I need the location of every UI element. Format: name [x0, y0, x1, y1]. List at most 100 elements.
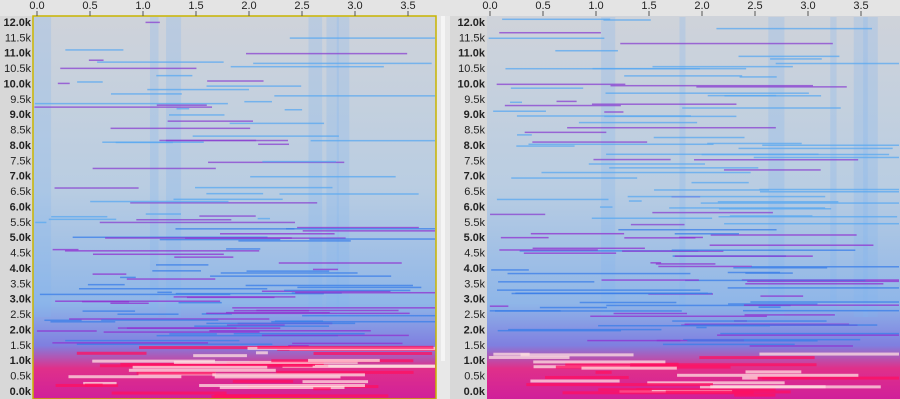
spectral-streak	[760, 295, 804, 297]
frequency-label: 11.5k	[5, 32, 32, 44]
spectral-streak	[620, 42, 833, 45]
frequency-label: 12.0k	[3, 17, 31, 29]
frequency-label: 8.5k	[10, 125, 31, 137]
spectral-streak	[579, 301, 677, 304]
spectral-streak	[500, 236, 549, 239]
spectral-streak	[39, 293, 231, 296]
frequency-label: 9.0k	[464, 109, 486, 121]
frequency-label: 0.5k	[10, 371, 31, 383]
spectral-streak	[745, 283, 884, 285]
spectral-streak	[65, 339, 240, 342]
scrollbar[interactable]	[441, 16, 445, 361]
spectral-streak	[206, 322, 356, 325]
spectral-streak	[770, 58, 822, 60]
spectral-streak	[136, 371, 216, 375]
spectral-streak	[51, 215, 108, 218]
time-ruler-label: 1.5	[641, 0, 656, 12]
spectral-streak	[517, 134, 532, 136]
spectral-streak	[762, 144, 899, 147]
spectral-streak	[489, 305, 509, 307]
frequency-label: 1.0k	[464, 355, 486, 367]
frequency-label: 9.5k	[464, 94, 485, 106]
spectral-streak	[510, 87, 584, 89]
spectral-streak	[284, 289, 411, 292]
time-ruler-label: 2.5	[294, 0, 309, 12]
spectral-streak	[167, 120, 253, 122]
time-ruler-label: 0.0	[482, 0, 497, 12]
spectral-streak	[647, 381, 785, 385]
spectral-streak	[214, 394, 311, 398]
spectral-streak	[532, 247, 645, 250]
spectral-streak	[743, 309, 899, 312]
spectral-streak	[185, 237, 346, 239]
spectral-streak	[587, 339, 681, 342]
spectral-streak	[508, 328, 662, 331]
spectral-streak	[136, 218, 232, 221]
spectral-streak	[302, 314, 435, 317]
spectral-streak	[710, 234, 857, 236]
time-ruler-label: 1.5	[188, 0, 203, 12]
spectral-column	[601, 17, 616, 317]
spectral-streak	[55, 300, 221, 302]
spectral-streak	[493, 352, 530, 356]
spectral-streak	[36, 330, 97, 332]
spectral-streak	[627, 195, 826, 198]
frequency-label: 6.0k	[464, 201, 486, 213]
spectral-streak	[276, 370, 414, 374]
spectral-streak	[665, 390, 791, 394]
spectral-streak	[729, 215, 813, 217]
spectral-streak	[507, 272, 691, 275]
spectral-streak	[84, 383, 103, 387]
spectral-streak	[723, 169, 821, 171]
time-ruler-label: 2.0	[241, 0, 256, 12]
spectral-column	[768, 17, 785, 317]
spectral-streak	[738, 147, 893, 150]
spectral-streak	[193, 354, 247, 358]
spectral-streak	[226, 324, 285, 326]
spectral-streak	[539, 306, 607, 309]
spectral-streak	[727, 287, 899, 289]
spectral-streak	[76, 343, 273, 345]
spectral-streak	[674, 233, 739, 235]
spectral-streak	[717, 201, 839, 203]
spectrogram-texture	[34, 17, 899, 398]
spectral-streak	[624, 237, 696, 239]
spectral-streak	[636, 388, 776, 392]
spectral-streak	[132, 365, 268, 369]
spectral-streak	[157, 291, 172, 294]
spectral-streak	[44, 319, 82, 322]
spectral-streak	[261, 334, 409, 337]
spectral-streak	[565, 362, 679, 366]
spectral-column	[679, 17, 686, 317]
spectral-streak	[178, 301, 222, 304]
spectral-streak	[728, 303, 818, 305]
spectral-streak	[195, 186, 333, 189]
spectral-streak	[739, 76, 777, 78]
spectral-streak	[246, 270, 330, 272]
spectral-streak	[724, 95, 822, 97]
spectral-streak	[206, 312, 410, 315]
spectral-streak	[103, 331, 260, 333]
spectral-streak	[219, 386, 345, 390]
spectral-streak	[751, 266, 899, 268]
spectral-streak	[110, 93, 182, 95]
frequency-label: 8.0k	[10, 140, 32, 152]
frequency-label: 11.0k	[458, 48, 486, 60]
spectral-streak	[271, 320, 435, 323]
spectral-streak	[244, 100, 272, 103]
spectral-streak	[34, 102, 228, 105]
frequency-label: 3.5k	[464, 278, 485, 290]
spectral-streak	[54, 187, 139, 189]
frequency-label: 10.5k	[4, 63, 31, 75]
spectral-column	[336, 17, 350, 317]
spectral-streak	[532, 141, 648, 143]
spectral-streak	[57, 82, 70, 85]
spectral-streak	[97, 61, 224, 63]
spectral-streak	[159, 139, 257, 142]
spectral-streak	[156, 334, 339, 337]
spectral-streak	[169, 114, 225, 116]
spectral-streak	[775, 62, 899, 65]
spectral-streak	[710, 385, 826, 389]
frequency-ruler	[0, 16, 33, 399]
